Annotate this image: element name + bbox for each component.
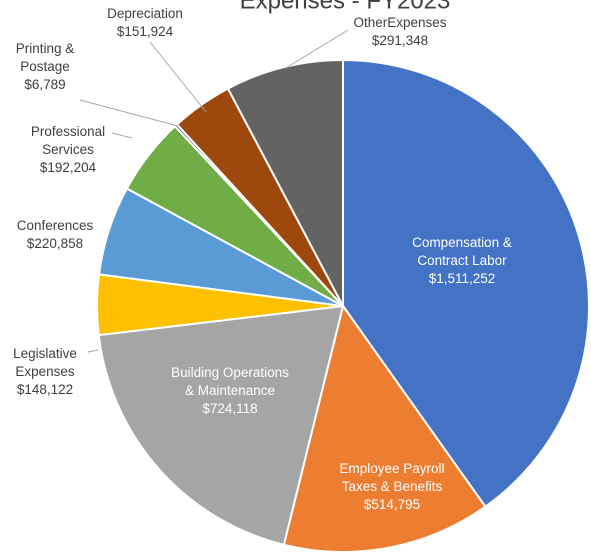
pie-slice <box>342 58 590 509</box>
value-label: $1,511,252 <box>428 271 496 286</box>
data-label: Employee Payroll Taxes & Benefits $514,79… <box>332 460 452 514</box>
value-label: $724,118 <box>202 401 258 416</box>
value-label: $220,858 <box>26 236 84 251</box>
value-label: $151,924 <box>116 24 174 39</box>
label-box: OtherExpenses $291,348 <box>340 14 460 50</box>
category-label: Conferences <box>16 218 94 233</box>
leader-line <box>149 41 207 113</box>
data-label: Conferences $220,858 <box>5 217 105 253</box>
data-label: Printing & Postage $6,789 <box>0 40 93 94</box>
category-label: Professional Services <box>30 124 106 157</box>
pie-slice <box>226 58 344 307</box>
value-label: $514,795 <box>363 497 421 512</box>
label-box: Compensation & Contract Labor $1,511,252 <box>402 234 522 288</box>
data-label: Legislative Expenses $148,122 <box>0 345 93 399</box>
category-label: Printing & Postage <box>15 41 75 74</box>
category-label: Employee Payroll Taxes & Benefits <box>339 461 445 494</box>
leader-line <box>87 349 99 353</box>
label-box: Professional Services $192,204 <box>13 123 123 177</box>
data-label: Depreciation $151,924 <box>90 5 200 41</box>
data-label: OtherExpenses $291,348 <box>340 14 460 50</box>
data-label: Building Operations & Maintenance $724,11… <box>165 364 295 418</box>
value-label: $291,348 <box>371 33 429 48</box>
label-box: Legislative Expenses $148,122 <box>0 345 93 399</box>
category-label: Legislative Expenses <box>13 346 77 379</box>
category-label: Compensation & Contract Labor <box>412 235 512 268</box>
category-label: Building Operations & Maintenance <box>171 365 289 398</box>
leader-line <box>285 29 349 69</box>
label-box: Building Operations & Maintenance $724,11… <box>165 364 295 418</box>
category-label: OtherExpenses <box>353 15 447 30</box>
value-label: $148,122 <box>16 382 74 397</box>
value-label: $192,204 <box>39 160 97 175</box>
pie-slice <box>97 304 345 546</box>
pie-slice <box>282 303 487 553</box>
label-box: Employee Payroll Taxes & Benefits $514,79… <box>332 460 452 514</box>
label-box: Depreciation $151,924 <box>90 5 200 41</box>
chart-title: Expenses - FY2023 <box>240 0 451 14</box>
value-label: $6,789 <box>24 77 66 92</box>
label-box: Conferences $220,858 <box>5 217 105 253</box>
leader-line <box>111 132 133 139</box>
label-box: Printing & Postage $6,789 <box>0 40 93 94</box>
data-label: Professional Services $192,204 <box>13 123 123 177</box>
leader-line <box>79 99 179 127</box>
data-label: Compensation & Contract Labor $1,511,252 <box>402 234 522 288</box>
category-label: Depreciation <box>107 6 183 21</box>
